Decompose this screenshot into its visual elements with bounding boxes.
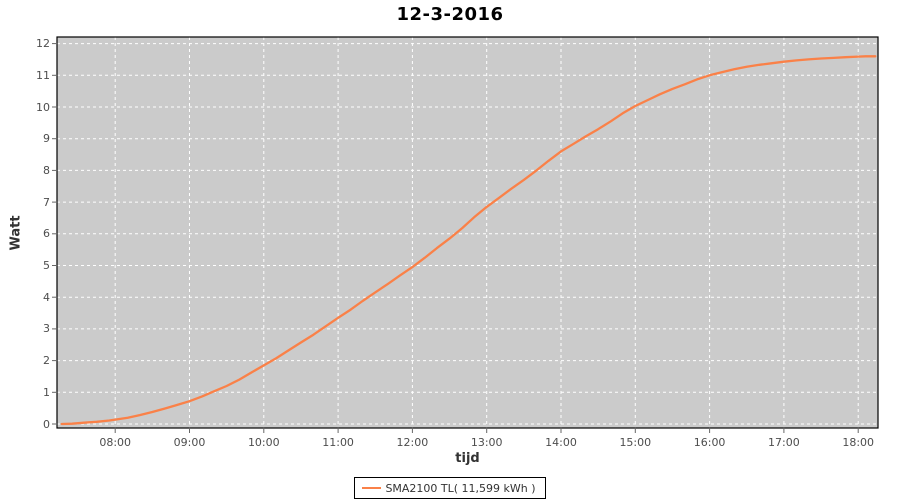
series-line [60,55,877,426]
y-tick-label: 6 [43,227,50,241]
x-tick-label: 10:00 [247,436,280,449]
legend-label: SMA2100 TL( 11,599 kWh ) [385,481,536,495]
x-tick-label: 09:00 [173,436,206,449]
x-tick-label: 18:00 [842,436,875,449]
y-tick-label: 7 [43,195,50,209]
legend-box: SMA2100 TL( 11,599 kWh ) [354,477,546,499]
y-tick-label: 1 [43,385,50,399]
y-tick-label: 2 [43,354,50,368]
y-tick-label: 8 [43,163,50,177]
x-axis-label: tijd [455,451,480,466]
plot-border [56,36,879,429]
x-tick-label: 14:00 [545,436,577,449]
y-tick-label: 3 [43,322,50,336]
legend: SMA2100 TL( 11,599 kWh ) [0,477,900,499]
y-tick-label: 10 [36,100,50,114]
x-tick-label: 15:00 [619,436,652,449]
y-tick-label: 4 [43,290,50,304]
x-tick-label: 11:00 [322,436,354,449]
x-tick-label: 13:00 [470,436,503,449]
x-tick-label: 08:00 [99,436,132,449]
y-tick-label: 12 [36,37,50,51]
y-tick-label: 9 [43,132,50,146]
plot-background [57,37,878,428]
y-tick-label: 5 [43,259,50,272]
y-tick-label: 0 [43,417,50,431]
legend-line-swatch [362,487,382,489]
x-tick-label: 16:00 [693,436,726,449]
y-tick-label: 11 [36,68,50,82]
x-tick-label: 12:00 [396,436,429,449]
x-tick-label: 17:00 [768,436,800,449]
chart-title: 12-3-2016 [396,4,504,25]
y-axis-label: Watt [8,215,24,251]
